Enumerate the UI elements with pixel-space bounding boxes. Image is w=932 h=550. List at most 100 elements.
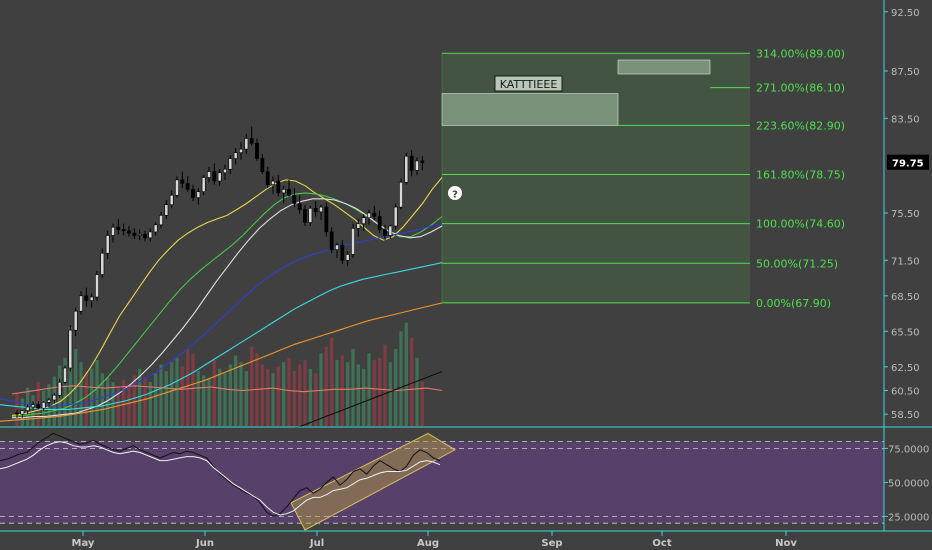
volume-bar: [292, 371, 296, 426]
candle-body: [404, 155, 409, 183]
candle-body: [196, 191, 201, 198]
volume-bar: [271, 373, 275, 426]
help-icon: [448, 186, 462, 200]
candle-body: [201, 177, 206, 192]
volume-bar: [122, 379, 126, 426]
volume-bar: [298, 364, 302, 426]
candle-body: [164, 204, 169, 216]
time-tick-label: Nov: [775, 538, 797, 549]
candle-body: [95, 274, 99, 298]
volume-bar: [234, 355, 238, 426]
candle-body: [153, 224, 158, 233]
candle-body: [36, 404, 41, 409]
time-tick-label: Jun: [195, 538, 214, 549]
candle-body: [340, 244, 345, 261]
volume-bar: [244, 371, 248, 426]
volume-bar: [95, 360, 99, 426]
candle-body: [393, 206, 398, 227]
note-box: [494, 75, 563, 92]
candle-body: [121, 229, 126, 232]
volume-bar: [68, 327, 72, 426]
volume-bar: [132, 375, 136, 426]
candle-body: [377, 216, 382, 230]
candle-body: [47, 399, 51, 403]
volume-bar: [340, 355, 344, 426]
oscillator-tick-label: 25.0000: [888, 512, 929, 523]
fib-level-label: 223.60%(82.90): [756, 119, 845, 132]
candle-body: [292, 194, 297, 204]
candle-body: [356, 223, 361, 229]
price-tick-label: 65.50: [891, 327, 920, 338]
volume-bar: [420, 382, 424, 426]
time-tick-label: Oct: [652, 538, 671, 549]
candle-body: [41, 402, 46, 409]
candle-body: [169, 194, 174, 206]
candle-body: [25, 406, 30, 411]
candle-body: [244, 138, 249, 150]
candle-body: [319, 206, 323, 213]
fib-level-label: 271.00%(86.10): [756, 82, 845, 95]
volume-bar: [287, 357, 291, 426]
volume-bar: [378, 357, 382, 426]
volume-bar: [218, 368, 222, 426]
candle-body: [31, 404, 35, 408]
candle-body: [249, 138, 254, 144]
candle-body: [255, 142, 259, 159]
oscillator-line: [0, 441, 441, 516]
volume-bar: [404, 322, 408, 426]
candle-body: [399, 181, 403, 208]
volume-bar: [63, 357, 67, 426]
candle-body: [233, 152, 238, 159]
volume-bar: [383, 344, 387, 426]
volume-bar: [79, 362, 83, 426]
volume-bar: [415, 357, 419, 426]
volume-bar: [239, 362, 243, 426]
volume-bar: [282, 362, 286, 426]
volume-bar: [170, 362, 174, 426]
volume-bars: [15, 322, 424, 426]
oscillator-line: [0, 432, 441, 517]
volume-bar: [351, 349, 355, 426]
candle-body: [191, 189, 195, 198]
candle-body: [281, 189, 286, 194]
candle-body: [345, 254, 350, 261]
candle-body: [207, 171, 211, 178]
candle-body: [313, 207, 318, 213]
fib-zone: [442, 53, 750, 303]
oscillator-panel: [0, 428, 884, 531]
volume-bar: [138, 368, 142, 426]
volume-bar: [362, 368, 366, 426]
price-tick-label: 83.50: [891, 114, 920, 125]
candle-body: [89, 296, 94, 301]
candle-body: [105, 235, 110, 254]
volume-bar: [260, 364, 264, 426]
time-tick-label: Jul: [309, 538, 324, 549]
candle-body: [415, 160, 419, 171]
candle-body: [420, 160, 425, 164]
candle-body: [73, 310, 78, 331]
fib-level-label: 314.00%(89.00): [756, 47, 845, 60]
candle-body: [351, 228, 355, 255]
moving-average-line: [11, 192, 443, 418]
volume-bar: [346, 362, 350, 426]
candle-body: [265, 171, 270, 185]
last-price-label: 79.75: [892, 159, 924, 170]
moving-average-line: [0, 302, 443, 422]
volume-bar: [388, 362, 392, 426]
volume-bar: [159, 364, 163, 426]
volume-bar: [335, 360, 339, 426]
candle-body: [271, 180, 275, 185]
moving-average-line: [0, 262, 443, 410]
candle-body: [63, 367, 67, 383]
candle-body: [388, 225, 393, 236]
price-tick-label: 92.50: [891, 8, 920, 19]
moving-averages: [0, 177, 443, 457]
time-tick-label: Sep: [541, 538, 562, 549]
candle-body: [20, 410, 25, 415]
volume-bar: [127, 384, 131, 426]
oscillator-tick-label: 75.0000: [888, 444, 929, 455]
candle-body: [361, 217, 366, 224]
range-box: [617, 59, 711, 75]
price-tick-label: 87.50: [891, 67, 920, 78]
